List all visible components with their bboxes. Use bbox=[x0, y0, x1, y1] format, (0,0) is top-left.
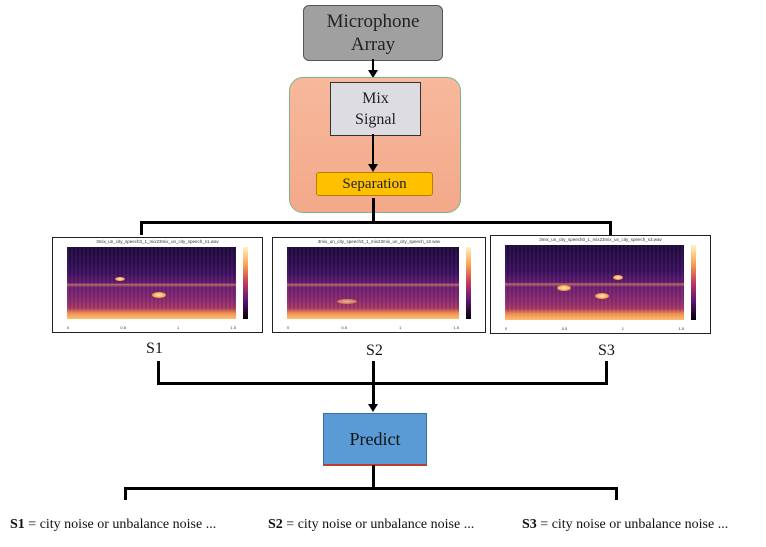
tick: 1.5 bbox=[230, 325, 236, 330]
brace bbox=[140, 221, 143, 235]
microphone-array-label: Microphone Array bbox=[326, 11, 420, 55]
tick: 0 bbox=[67, 325, 70, 330]
tick: 0.5 bbox=[120, 325, 126, 330]
x-ticks: 0 0.5 1 1.5 bbox=[287, 325, 459, 330]
tick: 0.5 bbox=[561, 326, 568, 331]
spectrogram-s3: 3mix_un_city_speech0_1_mix23mix_un_city_… bbox=[490, 235, 711, 334]
tick: 0 bbox=[287, 325, 290, 330]
energy-blob bbox=[337, 299, 357, 304]
source-label-s2: S2 bbox=[366, 342, 383, 359]
x-ticks: 0 0.5 1 1.5 bbox=[67, 325, 236, 330]
predict-label: Predict bbox=[349, 428, 401, 449]
result-s2: S2 = city noise or unbalance noise ... bbox=[268, 517, 474, 533]
colorbar bbox=[243, 247, 248, 319]
tick: 1 bbox=[177, 325, 180, 330]
connector bbox=[157, 361, 160, 384]
arrow-icon bbox=[368, 70, 378, 78]
tick: 1.5 bbox=[678, 326, 684, 331]
brace bbox=[124, 487, 127, 500]
result-text: = city noise or unbalance noise ... bbox=[282, 517, 475, 532]
tick: 1 bbox=[399, 325, 402, 330]
connector bbox=[372, 134, 374, 164]
tick: 1.5 bbox=[453, 325, 459, 330]
arrow-icon bbox=[368, 164, 378, 172]
source-label-s3: S3 bbox=[598, 342, 615, 359]
brace bbox=[615, 487, 618, 500]
x-ticks: 0 0.5 1 1.5 bbox=[505, 326, 684, 331]
arrow-icon bbox=[368, 404, 378, 412]
spectrogram-s1: 3mix_un_city_speech3_1_mix23mix_un_city_… bbox=[52, 237, 263, 333]
mix-signal-label: Mix Signal bbox=[355, 90, 396, 128]
spectrogram-title: 3mix_un_city_speech0_1_mix23mix_un_city_… bbox=[539, 237, 662, 242]
spectrogram-s2: 3mix_un_city_speech3_1_mix23mix_un_city_… bbox=[272, 237, 486, 333]
tick: 1 bbox=[621, 326, 624, 331]
result-s3: S3 = city noise or unbalance noise ... bbox=[522, 517, 728, 533]
connector bbox=[157, 382, 608, 385]
microphone-array-node: Microphone Array bbox=[303, 5, 443, 61]
energy-blob bbox=[557, 285, 571, 291]
energy-blob bbox=[115, 277, 125, 281]
separation-node: Separation bbox=[316, 172, 433, 196]
energy-blob bbox=[595, 293, 609, 299]
connector bbox=[605, 361, 608, 384]
mix-signal-node: Mix Signal bbox=[330, 82, 421, 136]
connector bbox=[372, 59, 374, 71]
brace bbox=[372, 198, 375, 222]
result-text: = city noise or unbalance noise ... bbox=[24, 517, 217, 532]
energy-blob bbox=[613, 275, 623, 280]
spectrogram-title: 3mix_un_city_speech3_1_mix23mix_un_city_… bbox=[96, 239, 219, 244]
energy-blob bbox=[152, 292, 166, 298]
tick: 0 bbox=[505, 326, 508, 331]
predict-node: Predict bbox=[323, 413, 427, 466]
result-text: = city noise or unbalance noise ... bbox=[536, 517, 729, 532]
separation-label: Separation bbox=[342, 175, 407, 192]
spectrogram-plot bbox=[505, 245, 684, 320]
brace bbox=[140, 221, 612, 224]
brace bbox=[609, 221, 612, 235]
result-source: S3 bbox=[522, 517, 537, 532]
spectrogram-plot bbox=[287, 247, 459, 319]
colorbar bbox=[691, 245, 696, 320]
result-source: S1 bbox=[10, 517, 25, 532]
brace bbox=[372, 465, 375, 489]
colorbar bbox=[466, 247, 471, 319]
source-label-s1: S1 bbox=[146, 340, 163, 357]
spectrogram-title: 3mix_un_city_speech3_1_mix23mix_un_city_… bbox=[317, 239, 441, 244]
tick: 0.5 bbox=[341, 325, 347, 330]
brace bbox=[124, 487, 618, 490]
result-s1: S1 = city noise or unbalance noise ... bbox=[10, 517, 216, 533]
spectrogram-plot bbox=[67, 247, 236, 319]
result-source: S2 bbox=[268, 517, 283, 532]
